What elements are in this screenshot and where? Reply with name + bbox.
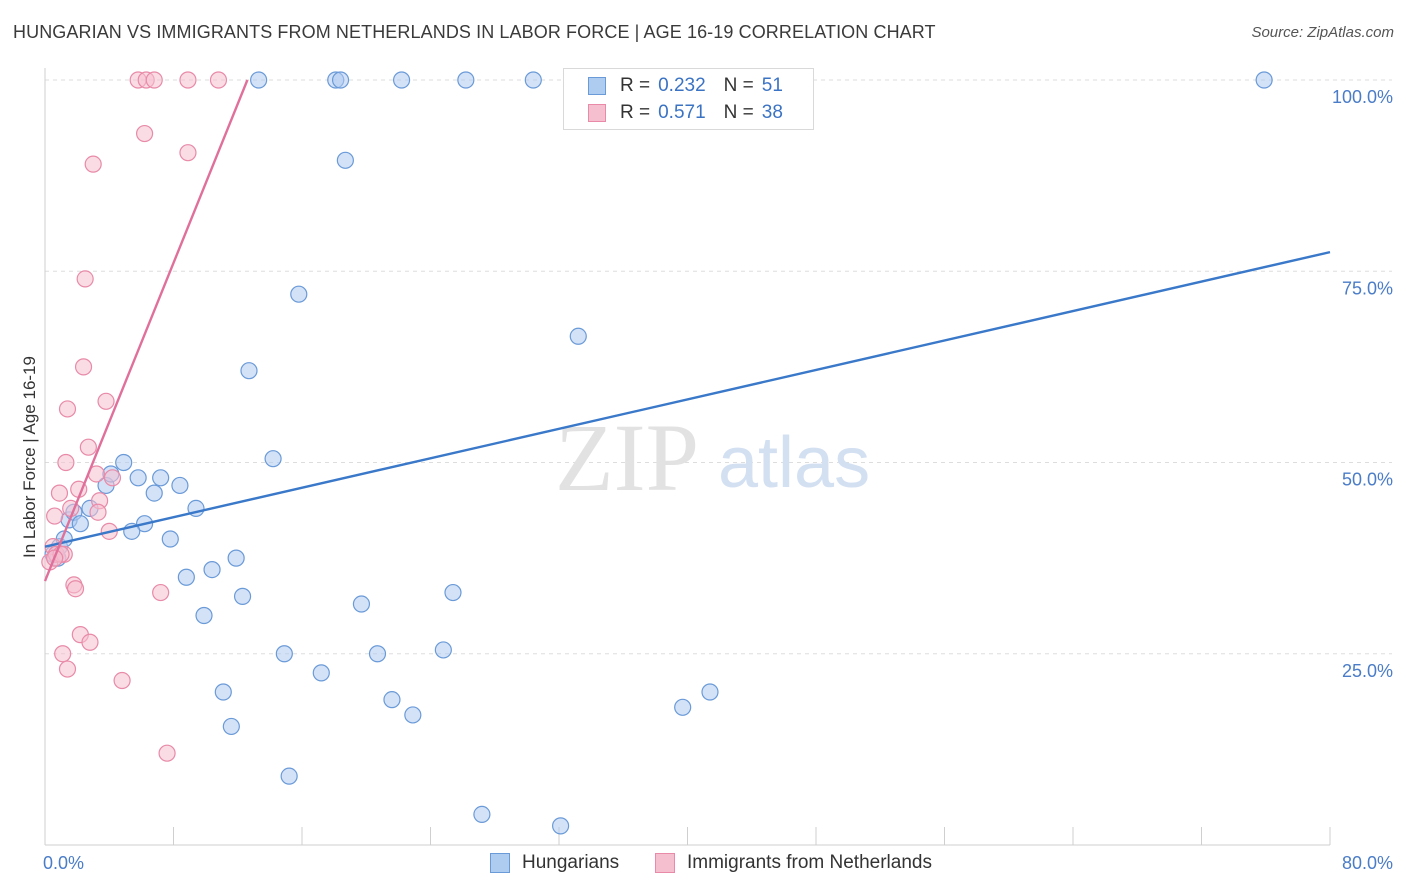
netherlands-point (81, 633, 99, 651)
hungarians-point (115, 453, 133, 472)
legend-row-netherlands: R = 0.571 N = 38 (588, 101, 783, 125)
hungarians-trend-line (44, 250, 1331, 548)
netherlands-point (79, 438, 97, 456)
netherlands-point (89, 503, 107, 521)
watermark-atlas: atlas (718, 423, 870, 503)
netherlands-legend-swatch (655, 853, 675, 873)
hungarians-point (195, 606, 213, 625)
trend-lines (43, 79, 1331, 582)
n-value: 51 (761, 75, 783, 96)
hungarians-point (233, 587, 252, 605)
tick-labels: 25.0% 50.0% 75.0% 100.0% 0.0% 80.0% (43, 87, 1393, 873)
legend-row-hungarians: R = 0.232 N = 51 (588, 74, 783, 98)
r-value: 0.232 (658, 75, 706, 96)
netherlands-point (103, 469, 122, 487)
netherlands-point (113, 671, 131, 690)
n-label: N = (723, 102, 754, 123)
data-points (41, 71, 1273, 835)
hungarians-point (336, 151, 354, 169)
netherlands-point (74, 358, 93, 376)
legend-item-hungarians: Hungarians (490, 852, 619, 874)
netherlands-point (66, 580, 85, 598)
netherlands-point (57, 453, 75, 472)
hungarians-point (177, 568, 195, 586)
hungarians-point (250, 71, 268, 89)
watermark: ZIP atlas (555, 404, 870, 511)
hungarians-point (473, 805, 491, 824)
netherlands-point (158, 744, 176, 762)
hungarians-point (368, 645, 387, 663)
r-value: 0.571 (658, 102, 706, 123)
netherlands-point (152, 583, 170, 602)
netherlands-point (209, 71, 228, 89)
hungarians-point (434, 641, 452, 659)
hungarians-point (383, 691, 401, 709)
netherlands-trend-line (43, 79, 249, 582)
hungarians-point (552, 817, 570, 835)
r-label: R = (620, 75, 651, 96)
hungarians-point (227, 549, 245, 567)
hungarians-point (444, 583, 462, 602)
hungarians-point (457, 71, 475, 89)
hungarians-point (145, 484, 163, 502)
hungarians-legend-swatch (490, 853, 510, 873)
netherlands-legend-label: Immigrants from Netherlands (687, 852, 932, 873)
netherlands-point (135, 124, 154, 143)
hungarians-point (275, 645, 293, 663)
y-tick-label: 25.0% (1342, 661, 1393, 681)
netherlands-point (50, 484, 69, 502)
netherlands-point (179, 144, 197, 162)
legend-item-netherlands: Immigrants from Netherlands (655, 852, 932, 874)
netherlands-point (54, 645, 72, 663)
hungarians-point (569, 327, 587, 345)
netherlands-point (76, 270, 94, 288)
hungarians-point (161, 530, 179, 548)
chart-title: HUNGARIAN VS IMMIGRANTS FROM NETHERLANDS… (13, 22, 936, 42)
netherlands-point (97, 392, 115, 410)
r-label: R = (620, 102, 651, 123)
x-tick-label-min: 0.0% (43, 853, 84, 873)
hungarians-point (152, 469, 170, 487)
watermark-zip: ZIP (555, 404, 699, 511)
hungarians-point (203, 560, 221, 579)
hungarians-point (290, 285, 308, 303)
netherlands-point (58, 400, 77, 418)
hungarians-point (71, 515, 89, 533)
hungarians-point (312, 664, 330, 682)
hungarians-point (240, 362, 258, 380)
hungarians-point (171, 476, 189, 495)
hungarians-point (331, 71, 350, 89)
hungarians-point (674, 698, 692, 716)
netherlands-point (58, 660, 77, 678)
hungarians-point (280, 767, 298, 785)
hungarians-point (264, 450, 282, 468)
hungarians-point (701, 683, 719, 701)
hungarians-swatch (588, 77, 606, 95)
hungarians-legend-label: Hungarians (522, 852, 620, 873)
n-value: 38 (761, 102, 783, 123)
netherlands-point (179, 71, 197, 89)
axes (44, 68, 1331, 846)
y-tick-label: 100.0% (1332, 87, 1393, 107)
y-tick-label: 75.0% (1342, 278, 1393, 298)
hungarians-point (524, 71, 542, 89)
stats-legend: R = 0.232 N = 51 R = 0.571 N = 38 (563, 68, 814, 130)
hungarians-point (404, 706, 422, 724)
netherlands-swatch (588, 104, 606, 122)
hungarians-point (214, 683, 232, 701)
hungarians-point (352, 595, 371, 613)
hungarians-point (129, 469, 147, 487)
x-tick-label-max: 80.0% (1342, 853, 1393, 873)
hungarians-point (222, 717, 240, 736)
netherlands-point (84, 155, 102, 173)
y-tick-label: 50.0% (1342, 470, 1393, 490)
n-label: N = (723, 75, 754, 96)
netherlands-point (46, 507, 64, 525)
hungarians-point (1255, 71, 1273, 89)
source-label: Source: ZipAtlas.com (1251, 24, 1394, 41)
netherlands-point (145, 71, 163, 89)
hungarians-point (392, 71, 411, 89)
